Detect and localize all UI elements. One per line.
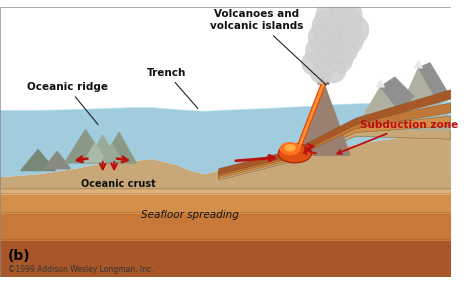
Polygon shape: [318, 76, 329, 84]
Circle shape: [338, 14, 369, 45]
Polygon shape: [377, 80, 384, 87]
Circle shape: [332, 0, 363, 30]
Circle shape: [312, 10, 344, 42]
Ellipse shape: [280, 142, 301, 155]
Polygon shape: [0, 101, 451, 177]
Polygon shape: [84, 143, 107, 162]
Polygon shape: [381, 77, 414, 111]
Polygon shape: [21, 150, 55, 171]
Circle shape: [333, 38, 358, 63]
Polygon shape: [0, 7, 451, 163]
Polygon shape: [219, 90, 451, 174]
Polygon shape: [219, 130, 451, 180]
Circle shape: [323, 4, 362, 42]
Text: Oceanic crust: Oceanic crust: [81, 179, 155, 189]
Circle shape: [317, 31, 349, 63]
Polygon shape: [419, 63, 447, 101]
Polygon shape: [64, 130, 107, 163]
Polygon shape: [415, 61, 422, 68]
Text: Oceanic ridge: Oceanic ridge: [27, 82, 108, 125]
Text: (b): (b): [8, 249, 30, 263]
Polygon shape: [88, 135, 118, 162]
Polygon shape: [102, 133, 136, 163]
Polygon shape: [103, 144, 122, 161]
Ellipse shape: [278, 144, 311, 163]
Polygon shape: [0, 188, 451, 195]
Polygon shape: [356, 68, 451, 130]
Polygon shape: [0, 212, 451, 241]
Text: ©1999 Addison Wesley Longman, Inc.: ©1999 Addison Wesley Longman, Inc.: [8, 265, 153, 274]
Text: Seafloor spreading: Seafloor spreading: [141, 210, 239, 220]
Polygon shape: [0, 177, 451, 189]
Circle shape: [313, 43, 343, 74]
Polygon shape: [219, 103, 451, 176]
Circle shape: [308, 22, 338, 53]
Circle shape: [328, 48, 353, 73]
Circle shape: [316, 0, 350, 33]
Text: Subduction zone: Subduction zone: [337, 120, 458, 154]
Circle shape: [310, 61, 333, 84]
Text: Trench: Trench: [147, 68, 198, 108]
Polygon shape: [0, 193, 451, 214]
Polygon shape: [0, 239, 451, 277]
Circle shape: [320, 17, 355, 52]
Circle shape: [305, 37, 332, 64]
Ellipse shape: [284, 144, 296, 152]
Circle shape: [337, 28, 364, 55]
Polygon shape: [297, 82, 350, 155]
Circle shape: [319, 57, 346, 83]
Text: Volcanoes and
volcanic islands: Volcanoes and volcanic islands: [210, 9, 326, 85]
Polygon shape: [0, 130, 451, 177]
Polygon shape: [219, 116, 451, 178]
Circle shape: [301, 51, 326, 76]
Polygon shape: [44, 152, 70, 169]
